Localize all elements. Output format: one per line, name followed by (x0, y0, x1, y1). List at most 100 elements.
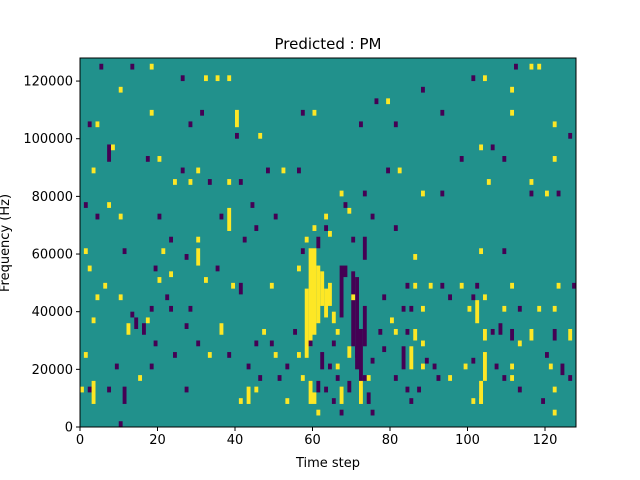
heatmap-cell (87, 386, 92, 393)
heatmap-cell (316, 409, 321, 416)
heatmap-cell (83, 248, 88, 255)
heatmap-cell (552, 328, 557, 341)
heatmap-cell (486, 179, 491, 185)
heatmap-cell (111, 144, 115, 151)
heatmap-cell (103, 282, 108, 289)
heatmap-cell (529, 63, 534, 70)
heatmap-cell (188, 305, 193, 312)
x-tick-label: 20 (149, 433, 166, 448)
heatmap-cell (308, 248, 313, 347)
heatmap-cell (545, 352, 549, 358)
heatmap-cell (405, 282, 410, 289)
heatmap-cell (421, 86, 425, 93)
heatmap-cell (529, 179, 534, 185)
heatmap-cell (196, 167, 201, 174)
heatmap-cell (459, 156, 464, 162)
heatmap-cell (324, 386, 329, 393)
heatmap-cell (421, 190, 425, 197)
heatmap-cell (304, 288, 309, 358)
heatmap-cell (114, 363, 119, 370)
heatmap-cell (149, 109, 154, 116)
heatmap-cell (405, 386, 410, 393)
heatmap-cell (235, 132, 239, 139)
heatmap-cell (498, 323, 503, 335)
heatmap-cell (440, 109, 445, 116)
heatmap-cell (382, 294, 387, 301)
heatmap-cell (254, 386, 259, 393)
heatmap-cell (173, 179, 177, 185)
heatmap-cell (502, 305, 507, 312)
heatmap-cell (200, 109, 205, 116)
heatmap-cell (374, 98, 379, 105)
heatmap-cell (339, 409, 344, 416)
heatmap-cell (401, 305, 406, 312)
heatmap-cell (130, 63, 135, 70)
heatmap-cell (157, 277, 162, 283)
heatmap-cell (541, 398, 546, 404)
heatmap-cell (285, 363, 290, 370)
heatmap-cell (266, 167, 270, 174)
y-tick-label: 60000 (32, 248, 73, 263)
heatmap-cell (165, 294, 170, 301)
heatmap-cell (312, 248, 317, 335)
heatmap-cell (122, 248, 127, 255)
heatmap-cell (413, 254, 418, 260)
heatmap-cell (510, 375, 515, 381)
heatmap-cell (215, 75, 220, 82)
heatmap-cell (494, 363, 499, 370)
heatmap-cell (145, 156, 150, 162)
heatmap-cell (370, 409, 375, 416)
heatmap-cell (328, 230, 332, 237)
heatmap-cell (483, 352, 487, 381)
heatmap-cell (552, 386, 557, 393)
heatmap-cell (409, 398, 414, 404)
heatmap-cell (537, 305, 542, 312)
x-axis-label: Time step (295, 456, 360, 471)
heatmap-cell (335, 328, 340, 335)
heatmap-cell (362, 190, 367, 197)
heatmap-cell (227, 207, 232, 231)
heatmap-cell (87, 265, 92, 272)
heatmap-cell (552, 305, 557, 312)
heatmap-cell (145, 317, 150, 324)
heatmap-cell (130, 311, 135, 318)
heatmap-cell (479, 144, 484, 151)
heatmap-cell (328, 282, 332, 306)
heatmap-cell (238, 179, 243, 185)
heatmap-cell (409, 305, 414, 312)
heatmap-cell (316, 265, 321, 324)
heatmap-cell (215, 265, 220, 272)
plot-area (79, 57, 577, 428)
heatmap-cell (467, 305, 472, 312)
heatmap-cell (184, 386, 189, 393)
heatmap-cell (235, 109, 239, 128)
heatmap-cell (393, 328, 398, 335)
heatmap-cell (339, 265, 344, 318)
heatmap-cell (219, 323, 224, 335)
heatmap-cell (196, 236, 201, 243)
heatmap-cell (227, 352, 232, 358)
heatmap-cell (173, 352, 177, 358)
heatmap-cell (490, 328, 495, 335)
heatmap-cell (297, 265, 301, 272)
heatmap-cell (366, 392, 371, 404)
heatmap-cell (324, 213, 329, 220)
heatmap-cell (300, 375, 305, 381)
heatmap-cell (448, 294, 453, 301)
heatmap-cell (312, 225, 317, 231)
heatmap-cell (87, 121, 92, 128)
heatmap-cell (514, 63, 518, 70)
x-axis: 0 20 40 60 80 100 120 (76, 427, 557, 448)
heatmap-cell (308, 380, 313, 404)
heatmap-cell (293, 328, 298, 335)
heatmap-cell (366, 375, 371, 381)
heatmap-cell (273, 213, 278, 220)
heatmap-cell (471, 75, 476, 82)
y-tick-label: 100000 (23, 132, 73, 147)
y-axis: 0 20000 40000 60000 80000 100000 120000 (23, 75, 80, 436)
heatmap-cell (188, 179, 193, 185)
heatmap-cell (246, 363, 251, 370)
heatmap-cell (421, 363, 425, 370)
heatmap-cell (149, 63, 154, 70)
heatmap-cell (91, 167, 96, 174)
